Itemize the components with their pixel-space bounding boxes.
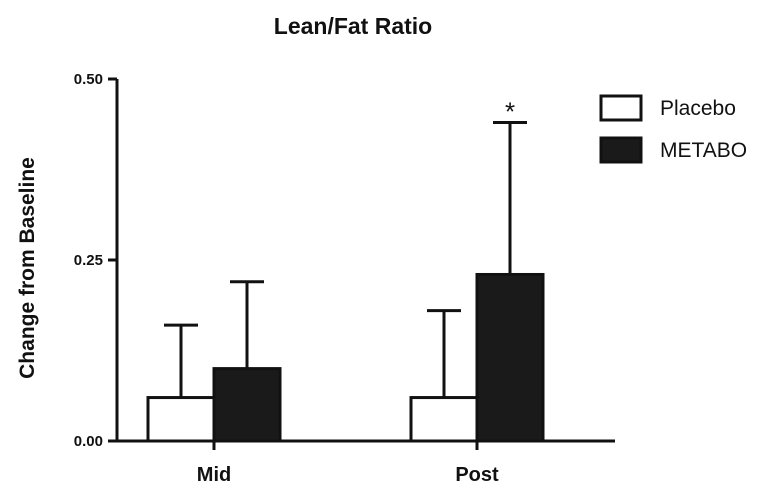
x-tick-label-post: Post <box>455 464 499 486</box>
x-tick-label-mid: Mid <box>197 464 231 486</box>
bar-metabo-mid <box>212 367 282 443</box>
legend-swatch-metabo <box>599 136 643 164</box>
y-tick-label-0.00: 0.00 <box>74 433 103 450</box>
legend-swatch-placebo <box>599 94 643 122</box>
y-tick-label-0.50: 0.50 <box>74 71 103 88</box>
significance-marker: * <box>505 96 515 126</box>
y-tick-label-0.25: 0.25 <box>74 252 103 269</box>
bar-placebo-post <box>409 396 479 443</box>
bar-placebo-mid <box>146 396 216 443</box>
legend: Placebo METABO <box>599 94 747 164</box>
y-axis-label: Change from Baseline <box>16 157 39 379</box>
legend-label-metabo: METABO <box>660 139 747 162</box>
plot-area: 0.00 0.25 0.50 Mid Post * <box>74 71 615 486</box>
legend-label-placebo: Placebo <box>660 97 736 120</box>
chart-title: Lean/Fat Ratio <box>274 13 432 39</box>
bar-metabo-post <box>475 272 545 443</box>
